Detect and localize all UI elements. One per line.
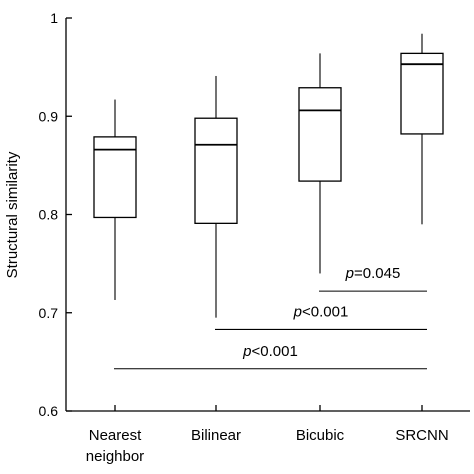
p-value: =0.045 xyxy=(354,265,400,282)
y-tick-label: 1 xyxy=(50,10,58,26)
box-2 xyxy=(194,75,238,318)
box-3 xyxy=(298,53,342,274)
x-category-label: Bilinear xyxy=(191,427,241,444)
box-series xyxy=(93,33,444,318)
x-category-label: Nearest xyxy=(89,427,142,444)
iqr-box xyxy=(400,52,444,135)
box-1 xyxy=(93,99,137,300)
x-category-label: Bicubic xyxy=(296,427,345,444)
x-category-label: SRCNN xyxy=(395,427,448,444)
box-4 xyxy=(400,33,444,225)
p-symbol: p xyxy=(293,303,302,320)
p-value: <0.001 xyxy=(252,343,298,360)
significance-label: p<0.001 xyxy=(242,343,298,360)
y-tick-label: 0.7 xyxy=(39,305,59,321)
significance-label: p<0.001 xyxy=(293,303,349,320)
y-axis-label: Structural similarity xyxy=(4,151,21,278)
p-symbol: p xyxy=(242,343,251,360)
axes: 0.6 0.7 0.8 0.9 1 Nearest neighbor Bilinear Bicu… xyxy=(39,10,470,465)
p-symbol: p xyxy=(345,265,354,282)
y-tick-label: 0.9 xyxy=(39,108,59,124)
y-tick-label: 0.8 xyxy=(39,207,59,223)
p-value: <0.001 xyxy=(302,303,348,320)
iqr-box xyxy=(298,87,342,182)
iqr-box xyxy=(194,117,238,224)
y-tick-label: 0.6 xyxy=(39,403,59,419)
significance-label: p=0.045 xyxy=(345,265,401,282)
x-category-label-line2: neighbor xyxy=(86,448,144,465)
